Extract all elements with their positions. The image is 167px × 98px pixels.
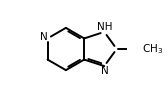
- Text: NH: NH: [97, 22, 113, 32]
- Text: CH$_3$: CH$_3$: [142, 43, 163, 56]
- Text: N: N: [101, 66, 109, 76]
- Text: N: N: [40, 32, 47, 42]
